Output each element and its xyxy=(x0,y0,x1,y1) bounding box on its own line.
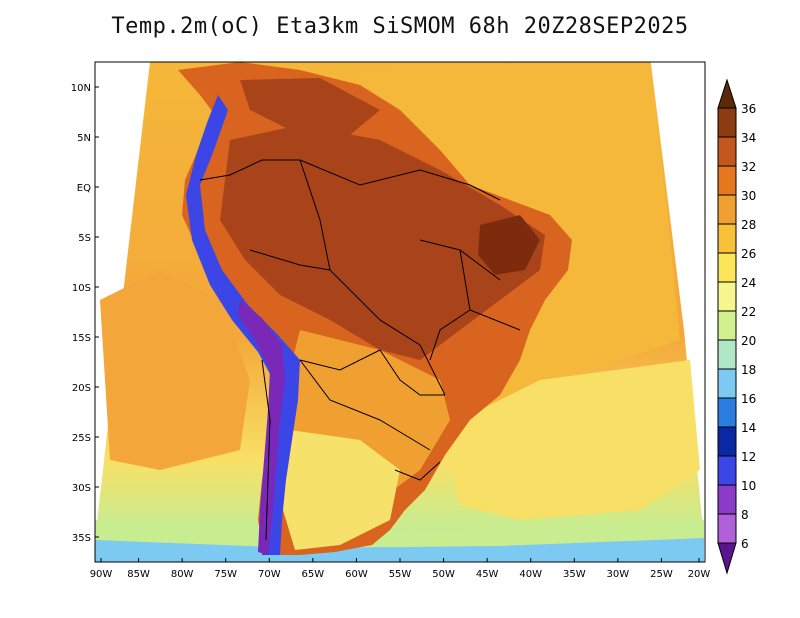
lat-tick-label: 5S xyxy=(78,233,91,244)
map-axes: 90W 85W 80W 75W 70W 65W 60W 55W 50W 45W 40W 35W 30W 2… xyxy=(71,83,711,580)
colorbar-level-label: 22 xyxy=(741,305,756,319)
colorbar-level-label: 32 xyxy=(741,160,756,174)
amazon-hot-region xyxy=(220,125,545,360)
border-colombia-ecuador xyxy=(199,159,300,181)
lat-tick-label: 20S xyxy=(72,383,91,394)
lat-tick-label: 30S xyxy=(72,483,91,494)
venezuela-hot-region xyxy=(240,78,380,135)
border-paraguay xyxy=(379,349,445,396)
colorbar-level-label: 12 xyxy=(741,450,756,464)
pampas-mild-region xyxy=(280,430,400,550)
colorbar-level-label: 36 xyxy=(741,102,756,116)
border-uruguay xyxy=(394,461,441,481)
colorbar-under-arrow xyxy=(717,542,737,575)
country-borders xyxy=(199,159,521,541)
lat-tick-label: 35S xyxy=(72,533,91,544)
colorbar-swatch xyxy=(717,252,737,283)
colorbar-swatch xyxy=(717,107,737,138)
colorbar-swatch xyxy=(717,194,737,225)
lon-tick-label: 60W xyxy=(345,569,368,580)
colorbar-over-arrow xyxy=(717,78,737,109)
lon-tick-label: 85W xyxy=(127,569,150,580)
amazon-hottest-core xyxy=(478,215,540,275)
border-brazil-north xyxy=(299,159,501,201)
lat-tick-label: 10S xyxy=(72,283,91,294)
border-argentina-north xyxy=(299,359,431,451)
colorbar-level-label: 8 xyxy=(741,508,749,522)
colorbar-swatch xyxy=(717,455,737,486)
lon-tick-label: 80W xyxy=(171,569,194,580)
lon-tick-label: 30W xyxy=(607,569,630,580)
colorbar-swatch xyxy=(717,310,737,341)
temperature-colorbar: 36 34 32 30 28 26 24 22 20 18 16 14 12 10 8 6 xyxy=(717,78,756,575)
lon-tick-label: 35W xyxy=(563,569,586,580)
lat-tick-label: 15S xyxy=(72,333,91,344)
colorbar-level-label: 30 xyxy=(741,189,756,203)
andes-highest-peaks xyxy=(238,300,285,555)
colorbar-level-label: 10 xyxy=(741,479,756,493)
colorbar-level-label: 28 xyxy=(741,218,756,232)
lon-tick-label: 75W xyxy=(214,569,237,580)
lon-tick-label: 70W xyxy=(258,569,281,580)
lon-tick-label: 45W xyxy=(476,569,499,580)
colorbar-swatch xyxy=(717,484,737,515)
lat-tick-label: EQ xyxy=(77,183,91,194)
colorbar-level-label: 26 xyxy=(741,247,756,261)
colorbar-swatch xyxy=(717,165,737,196)
colorbar-level-label: 14 xyxy=(741,421,756,435)
colorbar-swatch xyxy=(717,426,737,457)
lat-tick-label: 25S xyxy=(72,433,91,444)
colorbar-swatch xyxy=(717,339,737,370)
colorbar-level-label: 24 xyxy=(741,276,756,290)
border-peru-bolivia xyxy=(249,249,331,271)
border-chile xyxy=(261,359,271,541)
lat-tick-label: 5N xyxy=(77,133,91,144)
border-brazil-west xyxy=(299,159,446,396)
border-bolivia-south xyxy=(299,349,381,371)
lon-tick-label: 90W xyxy=(90,569,113,580)
map-title: Temp.2m(oC) Eta3km SiSMOM 68h 20Z28SEP20… xyxy=(111,14,689,39)
lon-tick-label: 55W xyxy=(389,569,412,580)
lon-tick-label: 25W xyxy=(650,569,673,580)
colorbar-swatch xyxy=(717,397,737,428)
colorbar-swatch xyxy=(717,223,737,254)
border-brazil-states xyxy=(419,239,521,361)
lon-tick-label: 20W xyxy=(688,569,711,580)
lon-tick-label: 50W xyxy=(432,569,455,580)
colorbar-level-label: 34 xyxy=(741,131,756,145)
colorbar-level-label: 18 xyxy=(741,363,756,377)
pacific-warm-field xyxy=(100,270,250,470)
lon-tick-label: 40W xyxy=(519,569,542,580)
atlantic-subtropical-field xyxy=(440,360,700,520)
colorbar-swatch xyxy=(717,136,737,167)
lat-tick-label: 10N xyxy=(71,83,91,94)
colorbar-level-label: 6 xyxy=(741,537,749,551)
colorbar-swatch xyxy=(717,281,737,312)
lon-tick-label: 65W xyxy=(302,569,325,580)
colorbar-level-label: 16 xyxy=(741,392,756,406)
southern-frigid-band xyxy=(95,538,704,562)
colorbar-swatch xyxy=(717,513,737,544)
colorbar-swatch xyxy=(717,368,737,399)
colorbar-level-label: 20 xyxy=(741,334,756,348)
